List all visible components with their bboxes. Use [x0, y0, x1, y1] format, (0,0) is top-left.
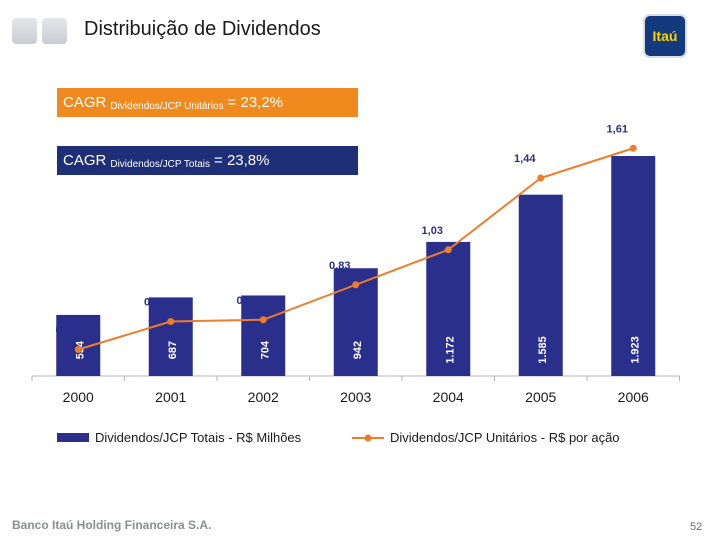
- line-point-2006: [629, 144, 637, 152]
- cagr-unit-sub: Dividendos/JCP Unitários: [110, 101, 224, 112]
- bar-2004: [426, 241, 471, 376]
- line-label: 1,03: [422, 225, 443, 237]
- bar-2002: [241, 295, 286, 376]
- page-number: 52: [690, 521, 703, 533]
- x-tick-label: 2005: [525, 389, 556, 405]
- line-label: 0,83: [329, 260, 350, 272]
- page-title: Distribuição de Dividendos: [84, 18, 321, 40]
- legend-line-label: Dividendos/JCP Unitários - R$ por ação: [390, 430, 620, 445]
- cagr-total-sub: Dividendos/JCP Totais: [110, 159, 211, 170]
- bar-2001: [148, 297, 193, 376]
- legend-bar-label: Dividendos/JCP Totais - R$ Milhões: [95, 430, 302, 445]
- cagr-total-value: = 23,8%: [214, 152, 270, 169]
- bar-2006: [611, 156, 656, 376]
- line-label: 1,61: [607, 123, 628, 135]
- legend-bar-swatch: [57, 433, 89, 442]
- cagr-unit-box: CAGR Dividendos/JCP Unitários = 23,2%: [57, 88, 358, 117]
- bar-label: 704: [259, 340, 271, 359]
- cagr-unit-value: = 23,2%: [227, 94, 284, 111]
- bar-label: 1.585: [537, 336, 549, 364]
- line-point-2004: [444, 246, 452, 254]
- bar-label: 1.923: [629, 336, 641, 364]
- line-point-2005: [537, 174, 545, 182]
- line-label: 1,44: [514, 153, 536, 165]
- cagr-total-prefix: CAGR: [63, 152, 107, 169]
- cagr-unit-prefix: CAGR: [63, 94, 107, 111]
- x-tick-label: 2003: [340, 389, 371, 405]
- x-tick-label: 2000: [63, 389, 94, 405]
- line-label: 0,62: [144, 297, 165, 309]
- line-point-2001: [167, 318, 175, 325]
- x-tick-label: 2002: [248, 389, 279, 405]
- bar-label: 1.172: [444, 336, 456, 364]
- corner-decoration: [12, 18, 68, 44]
- legend-line-marker: [364, 434, 372, 442]
- x-tick-label: 2004: [433, 389, 464, 405]
- x-tick-label: 2001: [155, 389, 186, 405]
- line-point-2003: [352, 281, 360, 289]
- footer-company: Banco Itaú Holding Financeira S.A.: [12, 518, 212, 532]
- bar-label: 687: [167, 341, 179, 359]
- bar-label: 942: [352, 341, 364, 359]
- itau-logo: Itaú: [645, 16, 685, 56]
- line-point-2000: [74, 346, 82, 353]
- cagr-total-box: CAGR Dividendos/JCP Totais = 23,8%: [57, 146, 358, 175]
- line-label: 0,46: [56, 325, 77, 337]
- line-label: 0,63: [237, 295, 258, 307]
- x-tick-label: 2006: [618, 389, 649, 405]
- bar-2005: [518, 194, 563, 376]
- line-point-2002: [259, 316, 267, 324]
